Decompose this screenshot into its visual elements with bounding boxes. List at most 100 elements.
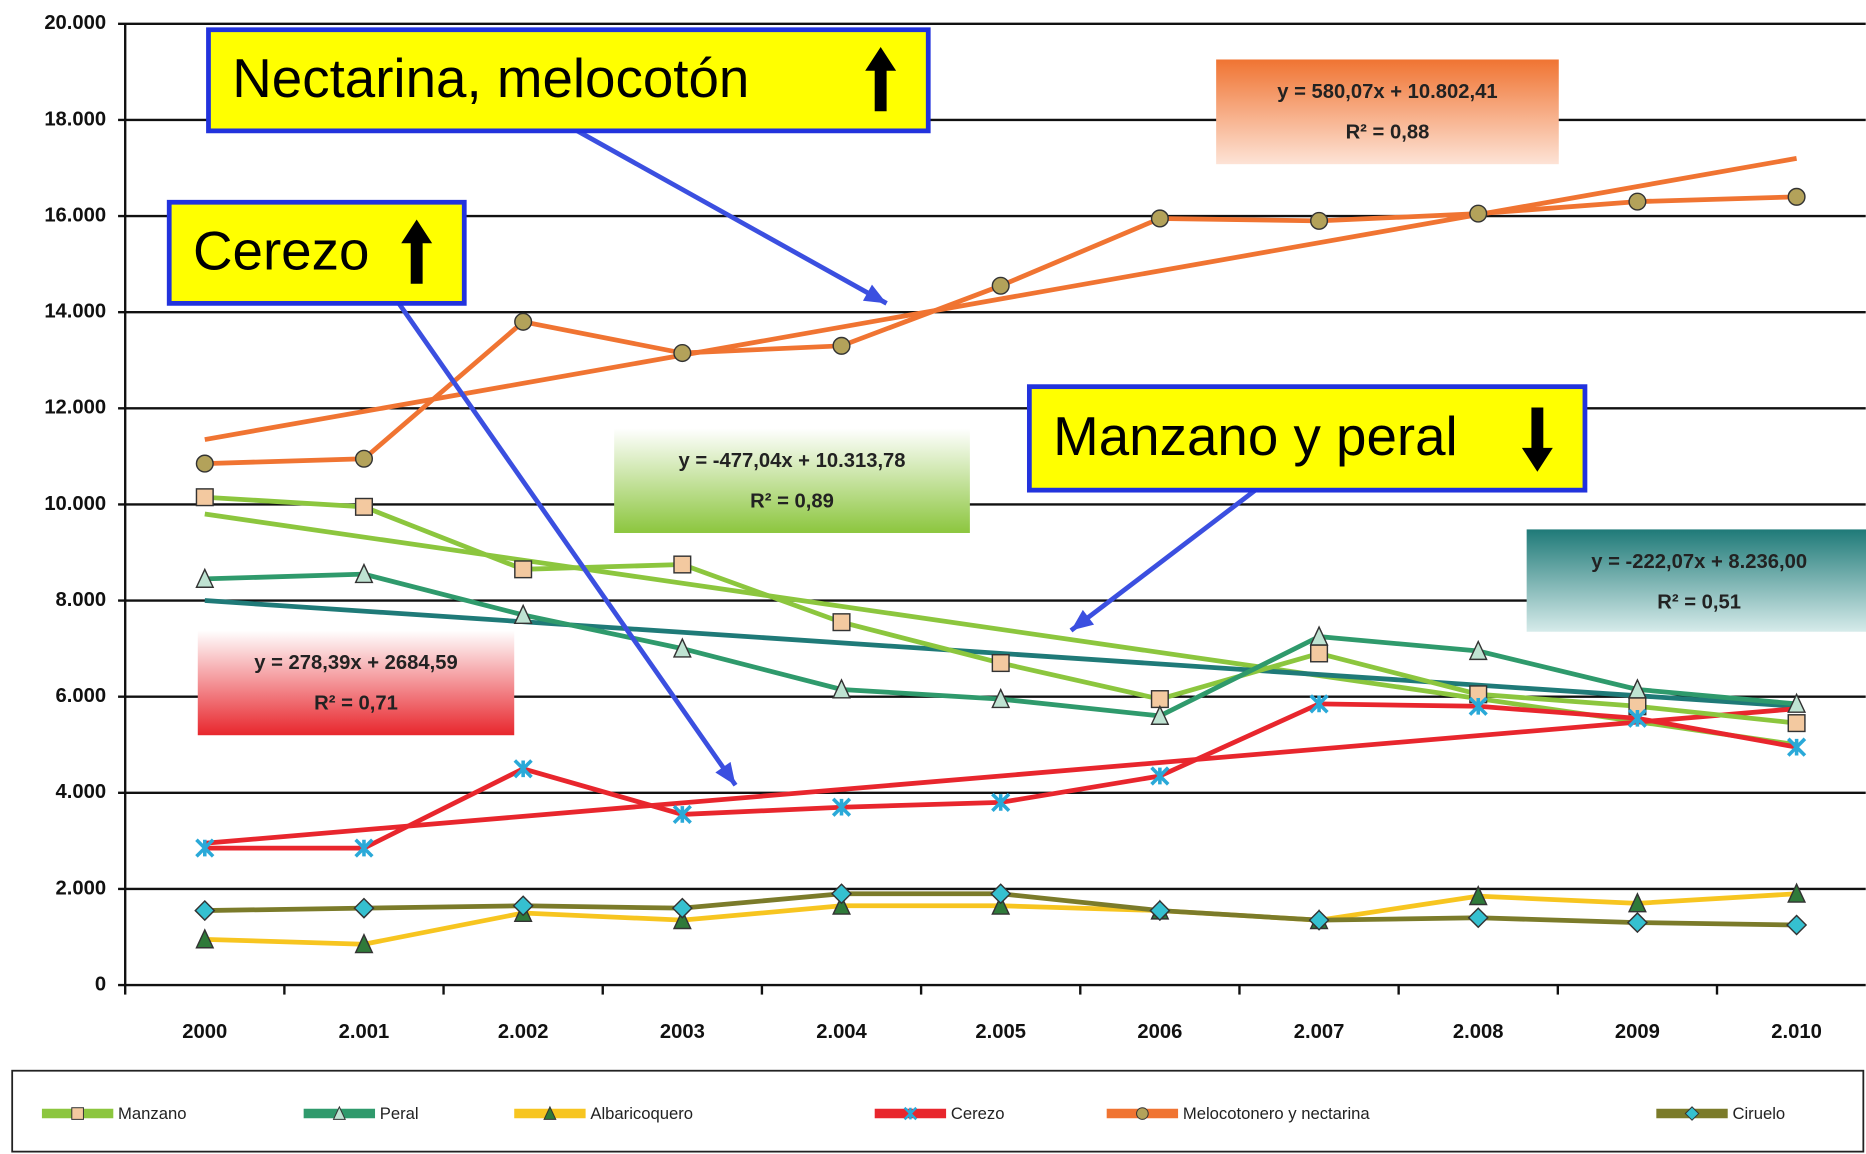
marker [354,497,374,516]
marker [1468,639,1488,661]
marker [1308,909,1330,931]
x-tick-label: 2000 [182,1021,227,1043]
marker [195,454,214,473]
marker [673,343,692,363]
marker [1310,644,1329,663]
y-tick-label: 20.000 [44,12,106,34]
marker [832,678,851,699]
marker [673,555,692,574]
x-tick-label: 2.007 [1294,1021,1345,1043]
legend-label: Melocotonero y nectarina [1183,1104,1371,1123]
x-tick-label: 2.004 [816,1021,867,1043]
marker [991,276,1010,295]
y-tick-label: 4.000 [56,781,107,803]
marker [832,894,851,915]
callout-text: Nectarina, melocotón [232,47,749,109]
callout-arrowhead [862,284,887,304]
marker [1468,696,1488,716]
x-tick-label: 2.010 [1771,1021,1822,1043]
callout-box [1026,384,1588,493]
marker [1310,211,1329,230]
marker [71,1107,84,1120]
marker [1150,704,1170,725]
marker [195,488,214,507]
marker [1136,1107,1149,1120]
marker [1787,714,1806,733]
legend-label: Cerezo [951,1104,1005,1123]
legend-label: Manzano [118,1104,186,1123]
equation-text: R² = 0,51 [1657,592,1741,614]
y-tick-label: 8.000 [56,589,107,611]
marker [1627,678,1647,699]
callout-arrow-icon [1521,407,1553,472]
y-tick-label: 14.000 [44,301,106,323]
marker [1309,694,1329,714]
marker [514,312,533,331]
x-tick-label: 2006 [1137,1021,1182,1043]
callout-text: Manzano y peral [1053,405,1458,467]
legend-label: Peral [380,1104,419,1123]
marker [1787,882,1807,903]
marker [991,894,1011,915]
marker [672,908,692,930]
marker [1628,192,1647,211]
x-tick-label: 2.002 [498,1021,549,1043]
marker [353,897,375,919]
y-tick-label: 2.000 [56,877,107,899]
marker [1467,907,1489,929]
callout-arrow [1069,488,1257,633]
marker [512,895,534,917]
trendline [204,706,1797,846]
marker [1627,708,1648,728]
marker [1787,692,1807,713]
y-tick-label: 18.000 [44,108,106,130]
x-tick-label: 2.001 [339,1021,390,1043]
trendline [204,156,1798,442]
marker [1626,912,1648,934]
marker [195,838,215,858]
callout-arrowhead [715,761,736,786]
x-tick-label: 2.008 [1453,1021,1504,1043]
callout-arrow [576,128,888,306]
equation-text: R² = 0,71 [314,693,398,715]
marker [1150,766,1170,786]
marker [671,897,693,919]
marker [1468,884,1488,906]
marker [991,792,1011,813]
marker [672,804,692,825]
callout-arrowhead [1071,609,1095,631]
marker [513,759,533,779]
x-tick-label: 2.005 [975,1021,1026,1043]
y-tick-label: 10.000 [44,493,106,515]
marker [903,1106,918,1121]
equation-text: R² = 0,88 [1346,122,1430,144]
marker [543,1105,557,1120]
marker [991,653,1010,673]
y-tick-label: 6.000 [56,685,107,707]
marker [830,883,853,905]
callout-arrow-icon [401,219,433,284]
marker [1469,204,1488,223]
equation-text: y = -477,04x + 10.313,78 [678,450,905,472]
equation-box [614,428,970,533]
y-tick-label: 16.000 [44,204,106,226]
trendline [204,598,1797,709]
marker [1309,625,1329,646]
legend-label: Albaricoquero [590,1104,693,1123]
marker [332,1105,346,1120]
equation-text: y = -222,07x + 8.236,00 [1591,551,1807,573]
marker [991,687,1011,709]
marker [1150,209,1169,228]
marker [513,603,533,625]
marker [514,560,533,579]
marker [354,562,374,584]
legend-label: Ciruelo [1732,1104,1785,1123]
marker [354,838,374,858]
marker [194,900,216,922]
marker [832,336,851,355]
marker [1149,900,1171,922]
trendline [204,511,1797,748]
marker [832,613,851,632]
equation-box [197,630,515,736]
